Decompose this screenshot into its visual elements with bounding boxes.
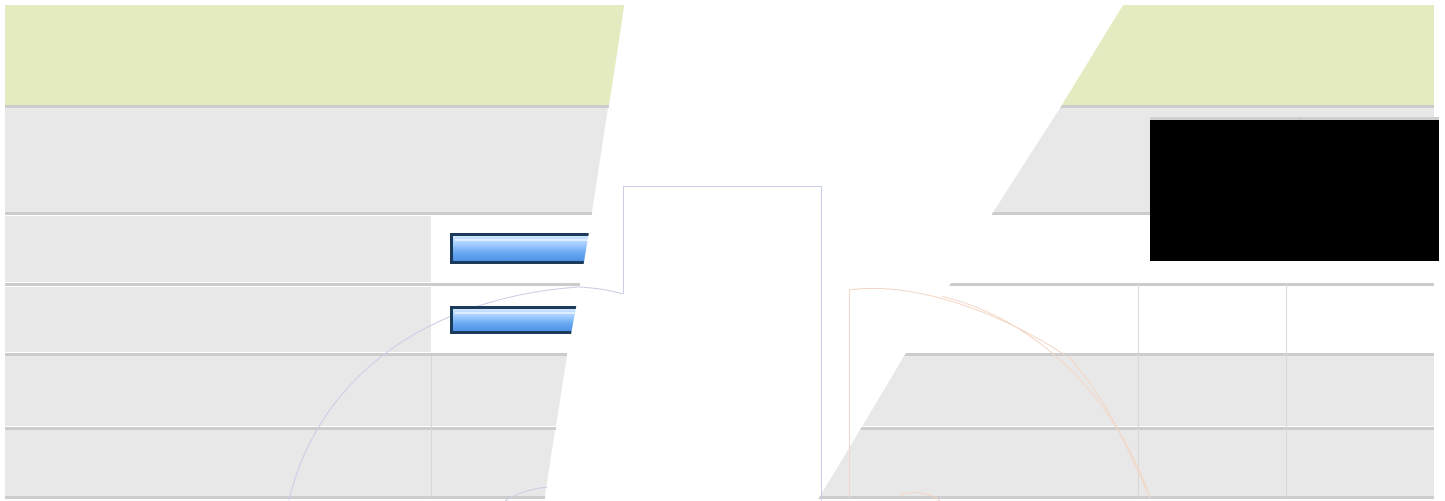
right-row-5 — [817, 430, 1434, 496]
right-row-4 — [860, 356, 1434, 426]
progress-bar-1[interactable] — [450, 233, 595, 264]
panel-divider-tick — [1300, 117, 1301, 120]
progress-bar-2[interactable] — [450, 306, 585, 334]
left-row-4 — [5, 356, 567, 426]
left-row-2 — [5, 216, 431, 282]
left-row-5 — [5, 430, 555, 496]
left-row-separators — [5, 105, 609, 499]
right-header-band — [1060, 5, 1434, 105]
left-row-3 — [5, 287, 431, 352]
blue-arc-large — [288, 285, 601, 501]
black-overlay-panel — [1150, 117, 1439, 261]
left-row-1 — [5, 108, 608, 212]
outline-rectangle — [623, 186, 822, 501]
left-header-band — [5, 5, 625, 105]
